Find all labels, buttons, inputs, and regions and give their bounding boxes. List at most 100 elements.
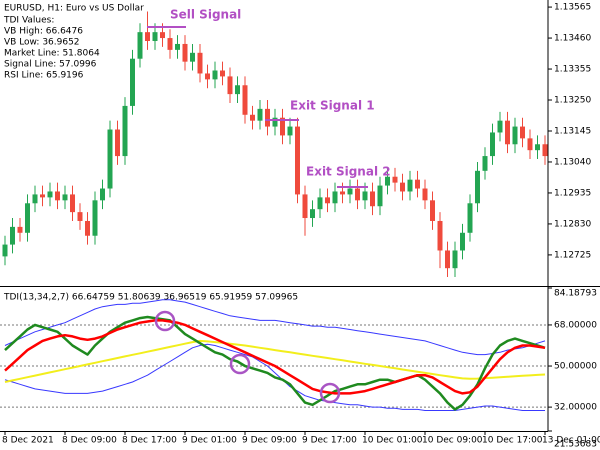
candle-body [227,76,233,95]
candle-body [122,105,128,157]
x-tick-label: 10 Dec 09:00 [422,436,483,446]
x-tick-label: 10 Dec 01:00 [362,436,423,446]
candle-body [482,156,488,171]
candle-body [400,182,405,192]
candle-body [145,32,150,42]
y-tick-label: 50.00000 [554,362,597,372]
candle-body [490,132,495,157]
candle-body [197,52,203,74]
candle-body [100,188,105,201]
candle-body [32,194,38,204]
price-panel: 1.13565 1.13460 1.13355 1.13250 1.13145 1.130… [2,3,591,278]
candle-body [302,194,308,219]
info-line: Signal Line: 57.0996 [4,60,97,70]
annotation: Sell Signal [170,8,241,22]
y-tick-label: 21.53683 [554,440,597,450]
y-tick-label: 1.12830 [554,219,591,229]
signal-circle [229,353,251,375]
candle-body [317,197,323,210]
x-tick-label: 9 Dec 01:00 [182,436,237,446]
candle-body [242,85,248,115]
candle-body [355,188,360,201]
candle-body [265,108,270,127]
x-tick-label: 9 Dec 09:00 [242,436,297,446]
tdi-line [4,319,546,395]
candle-body [527,138,533,151]
candle-body [257,108,263,121]
tdi-line [4,315,546,411]
candle-body [542,144,548,157]
candle-body [460,232,465,251]
candle-body [430,200,435,221]
info-line: VB Low: 36.9652 [4,38,80,48]
tdi-line [4,339,546,383]
candle-body [2,244,8,257]
candle-body [70,194,75,213]
overlay: Sell Signal Exit Signal 1 Exit Signal 2 [147,8,391,404]
candle-body [272,117,278,127]
candle-body [370,191,375,207]
candle-body [205,73,210,80]
y-tick-label: 1.12935 [554,188,591,198]
candle-body [295,126,300,195]
info-line: TDI Values: [3,16,54,26]
x-tick-label: 8 Dec 2021 [2,436,54,446]
candle-body [25,203,30,233]
candle-body [47,191,53,198]
x-tick-label: 8 Dec 17:00 [122,436,177,446]
candle-body [445,250,450,269]
y-tick-label: 1.13460 [554,34,591,44]
signal-circle [154,310,176,332]
info-line: Market Line: 51.8064 [4,49,100,59]
candle-body [467,203,473,233]
candle-body [77,212,83,221]
candle-body [452,250,458,269]
candle-body [115,129,120,157]
candle-body [362,191,368,201]
candle-body [377,185,383,207]
annotation: Exit Signal 2 [306,165,391,179]
y-tick-label: 84.18793 [554,289,597,299]
chart-title: EURUSD, H1: Euro vs US Dollar [4,4,144,14]
candle-body [160,32,165,39]
x-tick-label: 10 Dec 17:00 [482,436,543,446]
candle-body [535,144,540,151]
candle-body [310,209,315,219]
candle-body [505,120,510,145]
candle-body [175,43,180,50]
annotation: Exit Signal 1 [290,99,375,113]
candle-body [497,120,503,133]
tdi-panel: 84.18793 68.00000 50.00000 32.00000 21.53683 [0,287,597,450]
tdi-line [4,299,546,356]
signal-circle [319,382,341,404]
candle-body [40,194,45,198]
candle-body [325,197,330,204]
info-line: RSI Line: 65.9196 [4,71,84,81]
y-tick-label: 32.00000 [554,403,597,413]
y-tick-label: 1.13565 [554,3,591,13]
y-tick-label: 1.13250 [554,96,591,106]
candle-body [407,179,413,192]
candle-body [422,188,428,201]
candle-body [182,43,188,62]
x-tick-label: 13 Dec 01:00 [542,436,600,446]
x-tick-label: 9 Dec 17:00 [302,436,357,446]
y-tick-label: 1.13040 [554,157,591,167]
y-tick-label: 68.00000 [554,320,597,330]
candle-body [520,126,525,139]
candle-body [332,191,338,204]
candle-body [137,32,143,59]
candle-body [437,220,443,251]
candle-body [347,188,353,195]
x-tick-label: 8 Dec 09:00 [62,436,117,446]
candle-body [55,191,60,201]
candle-body [62,194,68,201]
candle-body [385,176,390,186]
candle-body [190,52,195,62]
candle-body [415,179,420,189]
info-line: VB High: 66.6476 [4,27,83,37]
candle-body [212,70,218,80]
candle-body [85,220,90,236]
